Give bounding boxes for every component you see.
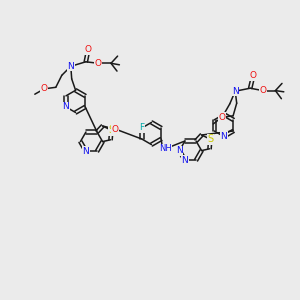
Text: O: O [250,71,257,80]
Text: S: S [207,134,213,144]
Text: N: N [176,146,183,155]
Text: N: N [63,102,69,111]
Text: N: N [232,87,238,96]
Text: N: N [68,62,74,71]
Text: O: O [218,113,225,122]
Text: O: O [41,84,48,93]
Text: N: N [182,156,188,165]
Text: O: O [259,86,266,95]
Text: NH: NH [159,144,172,153]
Text: O: O [95,59,102,68]
Text: O: O [85,45,92,54]
Text: F: F [139,124,144,133]
Text: S: S [108,125,114,135]
Text: N: N [220,132,227,141]
Text: N: N [82,147,89,156]
Text: O: O [112,124,119,134]
